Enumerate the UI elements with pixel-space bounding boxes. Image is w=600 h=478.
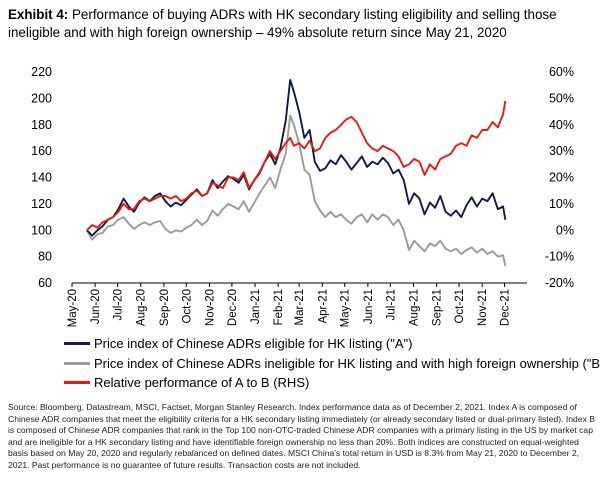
x-tick-label: Oct-21 [454, 289, 466, 324]
exhibit-label: Exhibit 4: [8, 7, 69, 22]
x-tick-label: Apr-21 [317, 289, 329, 324]
x-tick-label: Dec-20 [227, 289, 239, 326]
right-y-axis: -20% -10% 0% 10% 20% 30% 40% 50% 60% [545, 65, 574, 290]
y-right-tick-label: -10% [545, 250, 574, 264]
y-right-tick-label: 0% [556, 223, 574, 237]
x-tick-label: Dec-21 [500, 289, 512, 326]
series-relative-line [86, 100, 507, 231]
y-left-tick-label: 120 [31, 197, 52, 211]
x-tick-label: May-20 [67, 289, 79, 327]
y-right-tick-label: 10% [549, 197, 574, 211]
y-left-tick-label: 100 [31, 223, 52, 237]
legend-item-b: Price index of Chinese ADRs ineligible f… [64, 354, 600, 374]
series-b-line [86, 114, 507, 267]
x-tick-label: Feb-21 [273, 289, 285, 325]
y-right-tick-label: -20% [545, 276, 574, 290]
source-note: Source: Bloomberg, Datastream, MSCI, Fac… [8, 402, 596, 470]
y-right-tick-label: 20% [549, 171, 574, 185]
x-tick-label: Mar-21 [294, 289, 306, 325]
x-tick-label: Sep-21 [432, 289, 444, 326]
legend-swatch-relative [64, 381, 90, 385]
x-tick-label: Jun-20 [90, 289, 102, 324]
series-a-line [86, 78, 507, 237]
exhibit-title-text: Performance of buying ADRs with HK secon… [8, 7, 557, 40]
y-left-tick-label: 140 [31, 171, 52, 185]
y-left-tick-label: 80 [38, 250, 52, 264]
legend: Price index of Chinese ADRs eligible for… [64, 334, 600, 393]
x-axis-labels: May-20 Jun-20 Jul-20 Aug-20 Sep-20 Oct-20 Nov-… [67, 283, 512, 327]
x-tick-label: Aug-20 [136, 289, 148, 326]
y-left-tick-label: 180 [31, 118, 52, 132]
legend-label-a: Price index of Chinese ADRs eligible for… [94, 336, 413, 351]
x-tick-label: Nov-21 [477, 289, 489, 326]
series-lines [86, 78, 507, 267]
x-tick-label: Sep-20 [159, 289, 171, 326]
x-tick-label: Jul-20 [113, 289, 125, 320]
y-left-tick-label: 220 [31, 65, 52, 79]
y-right-tick-label: 40% [549, 118, 574, 132]
x-tick-label: May-21 [340, 289, 352, 327]
legend-label-relative: Relative performance of A to B (RHS) [94, 375, 310, 390]
x-tick-label: Nov-20 [204, 289, 216, 326]
y-right-tick-label: 50% [549, 91, 574, 105]
x-tick-label: Jan-21 [250, 289, 262, 324]
x-tick-label: Jun-21 [363, 289, 375, 324]
x-tick-label: Aug-21 [408, 289, 420, 326]
x-tick-label: Oct-20 [181, 289, 193, 324]
left-y-axis: 60 80 100 120 140 160 180 200 220 [31, 65, 52, 290]
legend-swatch-b [64, 361, 90, 365]
legend-item-relative: Relative performance of A to B (RHS) [64, 373, 600, 393]
legend-item-a: Price index of Chinese ADRs eligible for… [64, 334, 600, 354]
x-tick-label: Jul-21 [385, 289, 397, 320]
y-left-tick-label: 60 [38, 276, 52, 290]
legend-swatch-a [64, 342, 90, 346]
y-right-tick-label: 60% [549, 65, 574, 79]
legend-label-b: Price index of Chinese ADRs ineligible f… [94, 355, 600, 371]
chart-title: Exhibit 4: Performance of buying ADRs wi… [8, 6, 594, 42]
y-left-tick-label: 160 [31, 144, 52, 158]
y-right-tick-label: 30% [549, 144, 574, 158]
y-left-tick-label: 200 [31, 91, 52, 105]
